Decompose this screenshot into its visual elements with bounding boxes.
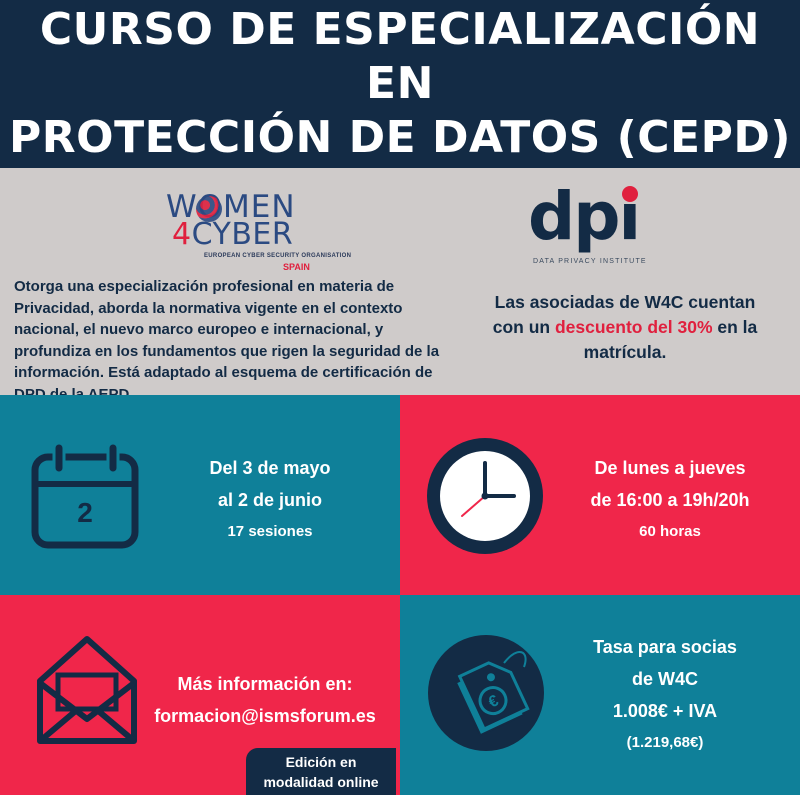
contact-label: Más información en: xyxy=(177,674,353,694)
info-section xyxy=(0,168,800,395)
price-amount: 1.008€ + IVA xyxy=(612,701,718,721)
price-label-1: Tasa para socias xyxy=(593,637,737,657)
schedule-hours: de 16:00 a 19h/20h xyxy=(590,490,750,510)
dates-start: Del 3 de mayo xyxy=(209,458,331,478)
online-badge-line-1: Edición en xyxy=(285,754,357,770)
calendar-day: 2 xyxy=(77,497,93,528)
page-title-line-2: PROTECCIÓN DE DATOS (CEPD) xyxy=(9,112,791,163)
dpi-logo-dot xyxy=(622,186,638,202)
calendar-icon: 2 xyxy=(31,441,139,549)
online-edition-badge: Edición en modalidad online xyxy=(246,748,396,795)
clock-icon xyxy=(427,438,543,554)
women4cyber-logo-top: WOMEN xyxy=(166,189,296,225)
price-label-2: de W4C xyxy=(631,669,698,689)
dates-sessions: 17 sesiones xyxy=(227,523,313,540)
schedule-days: De lunes a jueves xyxy=(594,458,746,478)
page-title-line-1: CURSO DE ESPECIALIZACIÓN EN xyxy=(39,4,761,109)
women4cyber-country: SPAIN xyxy=(283,262,310,272)
schedule-total: 60 horas xyxy=(639,523,701,540)
dates-end: al 2 de junio xyxy=(217,490,323,510)
envelope-icon xyxy=(37,636,137,744)
dates-tile: 2 Del 3 de mayo al 2 de junio 17 sesione… xyxy=(0,395,400,595)
page-header: CURSO DE ESPECIALIZACIÓN EN PROTECCIÓN D… xyxy=(0,0,800,168)
price-tag-icon: € xyxy=(428,635,544,751)
discount-highlight: descuento del 30% xyxy=(554,317,713,337)
dpi-tagline: DATA PRIVACY INSTITUTE xyxy=(533,258,647,265)
schedule-tile: De lunes a jueves de 16:00 a 19h/20h 60 … xyxy=(400,395,800,595)
contact-email[interactable]: formacion@ismsforum.es xyxy=(154,706,376,726)
women4cyber-logo-bottom: 4CYBER xyxy=(172,217,294,252)
price-total: (1.219,68€) xyxy=(626,734,704,751)
women4cyber-tagline: EUROPEAN CYBER SECURITY ORGANISATION xyxy=(204,253,352,259)
discount-text: Las asociadas de W4C cuentan con un desc… xyxy=(492,292,758,362)
price-tile: € Tasa para socias de W4C 1.008€ + IVA (… xyxy=(400,595,800,795)
course-description: Otorga una especialización profesional e… xyxy=(14,278,440,403)
online-badge-line-2: modalidad online xyxy=(263,774,379,790)
women4cyber-logo-dots xyxy=(196,196,222,222)
